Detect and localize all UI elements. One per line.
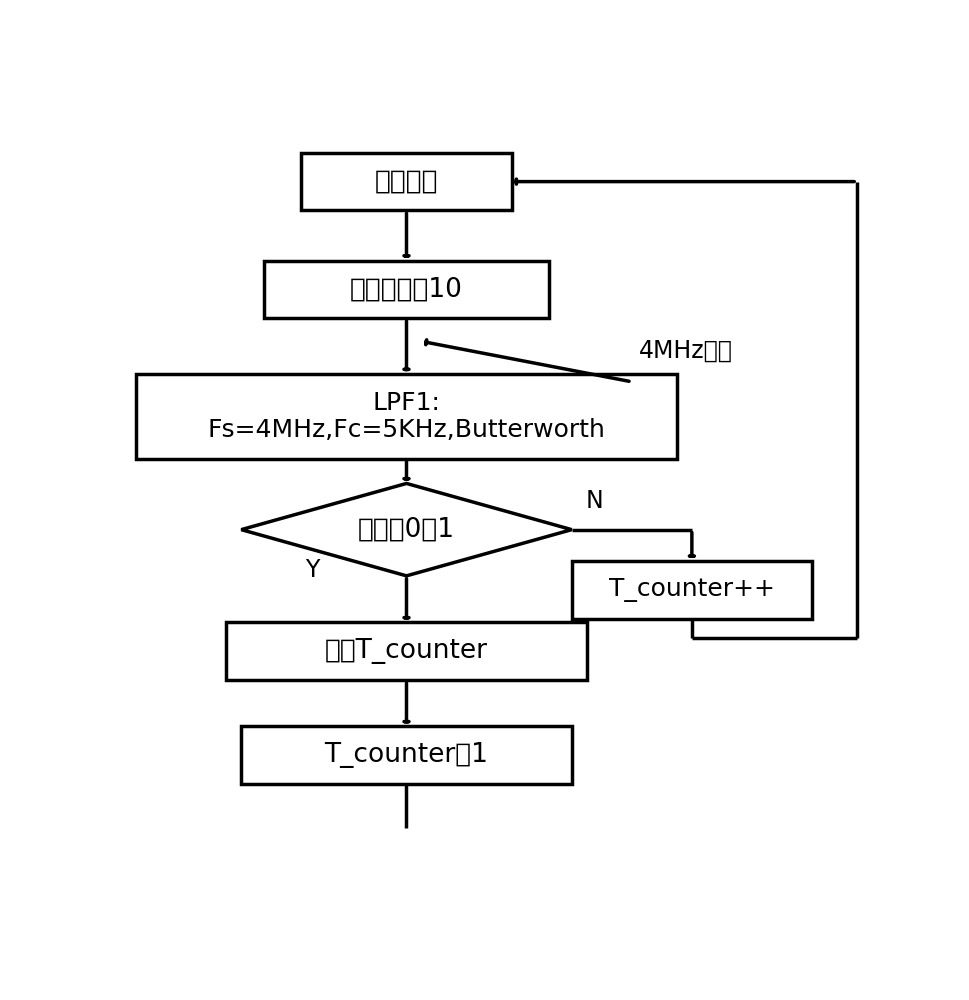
Text: T_counter＝1: T_counter＝1	[325, 742, 488, 768]
Text: 比较器输出10: 比较器输出10	[350, 276, 463, 302]
Text: 4MHz时钟: 4MHz时钟	[640, 339, 734, 363]
Text: 信号输入: 信号输入	[375, 169, 438, 195]
FancyBboxPatch shape	[241, 726, 572, 784]
FancyBboxPatch shape	[572, 561, 812, 619]
Text: 输出T_counter: 输出T_counter	[325, 638, 488, 664]
FancyBboxPatch shape	[226, 622, 586, 680]
Text: Y: Y	[305, 558, 320, 582]
Text: T_counter++: T_counter++	[609, 578, 775, 602]
Text: 数据由0变1: 数据由0变1	[358, 517, 455, 543]
Text: N: N	[585, 489, 603, 513]
Text: LPF1:
Fs=4MHz,Fc=5KHz,Butterworth: LPF1: Fs=4MHz,Fc=5KHz,Butterworth	[207, 391, 606, 442]
FancyBboxPatch shape	[301, 153, 512, 210]
FancyBboxPatch shape	[264, 261, 549, 318]
Polygon shape	[241, 483, 572, 576]
FancyBboxPatch shape	[136, 374, 676, 459]
